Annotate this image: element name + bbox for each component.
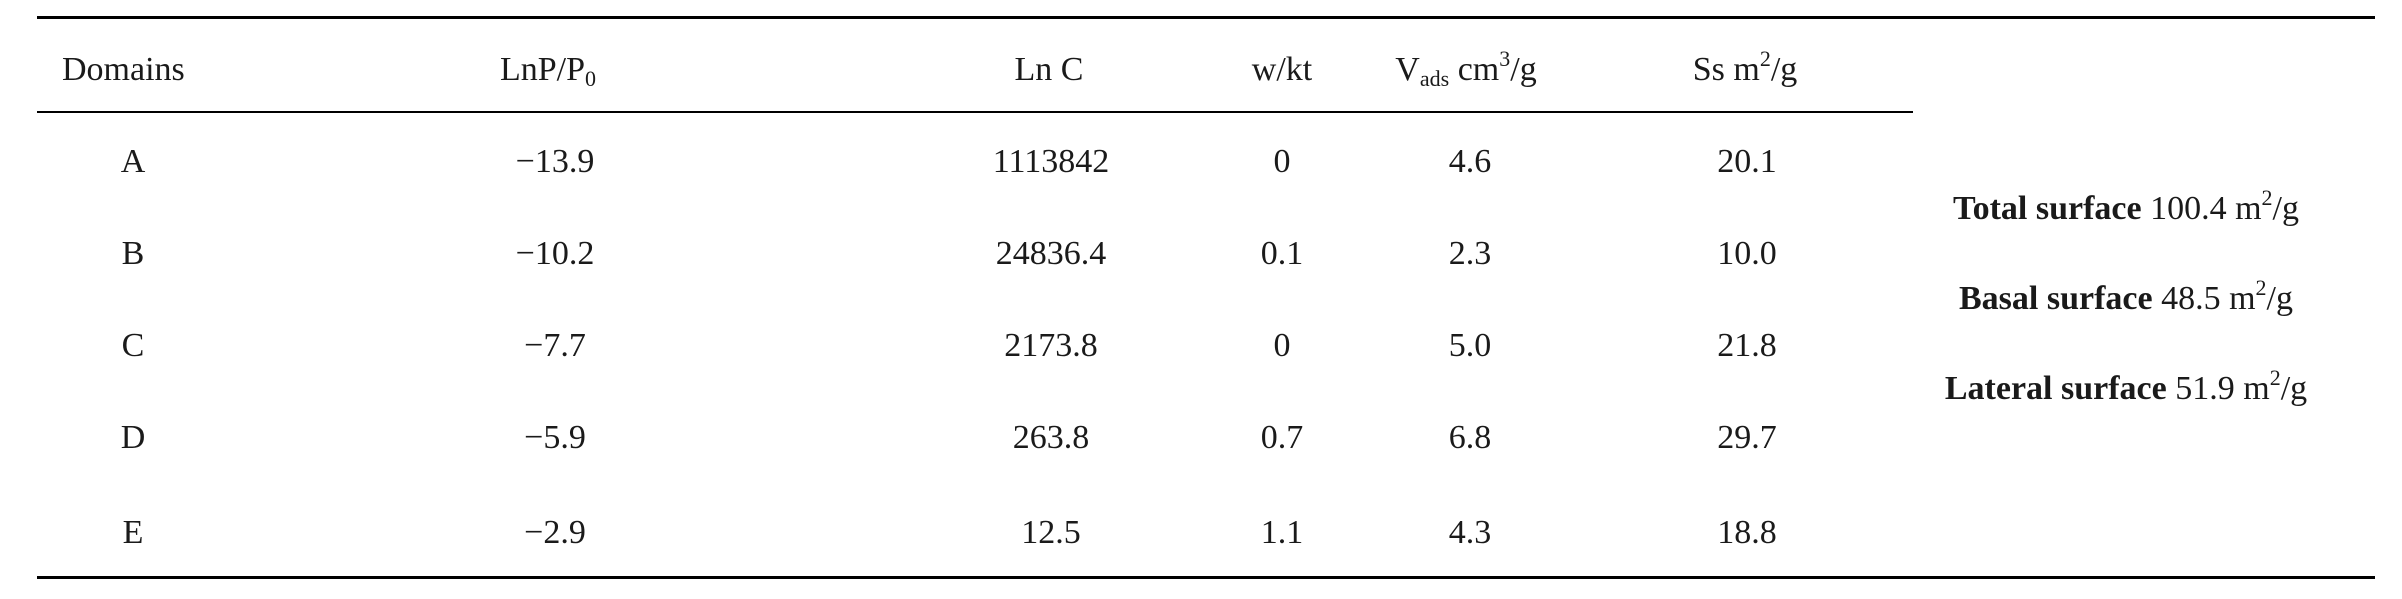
cell-domain: C [121,327,145,364]
total-surface: Total surface 100.4 m2/g [1953,185,2299,228]
cell-lnp: −5.9 [524,419,586,456]
cell-wkt: 0 [1273,143,1291,180]
header-vads: Vads cm3/g [1395,46,1537,91]
cell-lnp: −13.9 [515,143,595,180]
basal-surface: Basal surface 48.5 m2/g [1959,275,2293,318]
cell-wkt: 0.1 [1260,235,1304,272]
cell-vads: 2.3 [1448,235,1492,272]
cell-domain: E [122,514,144,551]
cell-domain: A [120,143,146,180]
cell-ss: 18.8 [1717,514,1777,551]
header-wkt: w/kt [1251,51,1313,88]
cell-vads: 6.8 [1448,419,1492,456]
header-domains: Domains [62,51,185,88]
header-bottom-rule [37,111,1913,113]
cell-vads: 4.6 [1448,143,1492,180]
cell-lnp: −10.2 [515,235,595,272]
cell-lnc: 12.5 [1021,514,1081,551]
cell-wkt: 0.7 [1260,419,1304,456]
cell-ss: 20.1 [1717,143,1777,180]
cell-wkt: 0 [1273,327,1291,364]
cell-lnp: −2.9 [524,514,586,551]
cell-ss: 10.0 [1717,235,1777,272]
cell-lnp: −7.7 [524,327,586,364]
cell-domain: D [120,419,146,456]
cell-domain: B [121,235,145,272]
cell-lnc: 2173.8 [1004,327,1098,364]
table-bottom-rule [37,576,2375,579]
cell-wkt: 1.1 [1260,514,1304,551]
header-lnp: LnP/P0 [499,51,597,91]
lateral-surface: Lateral surface 51.9 m2/g [1944,365,2308,408]
table-top-rule [37,16,2375,19]
cell-lnc: 1113842 [992,143,1110,180]
header-lnc: Ln C [1014,51,1084,88]
cell-vads: 4.3 [1448,514,1492,551]
cell-vads: 5.0 [1448,327,1492,364]
header-ss: Ss m2/g [1692,46,1798,89]
cell-ss: 21.8 [1717,327,1777,364]
cell-lnc: 263.8 [1012,419,1090,456]
cell-lnc: 24836.4 [995,235,1107,272]
cell-ss: 29.7 [1717,419,1777,456]
